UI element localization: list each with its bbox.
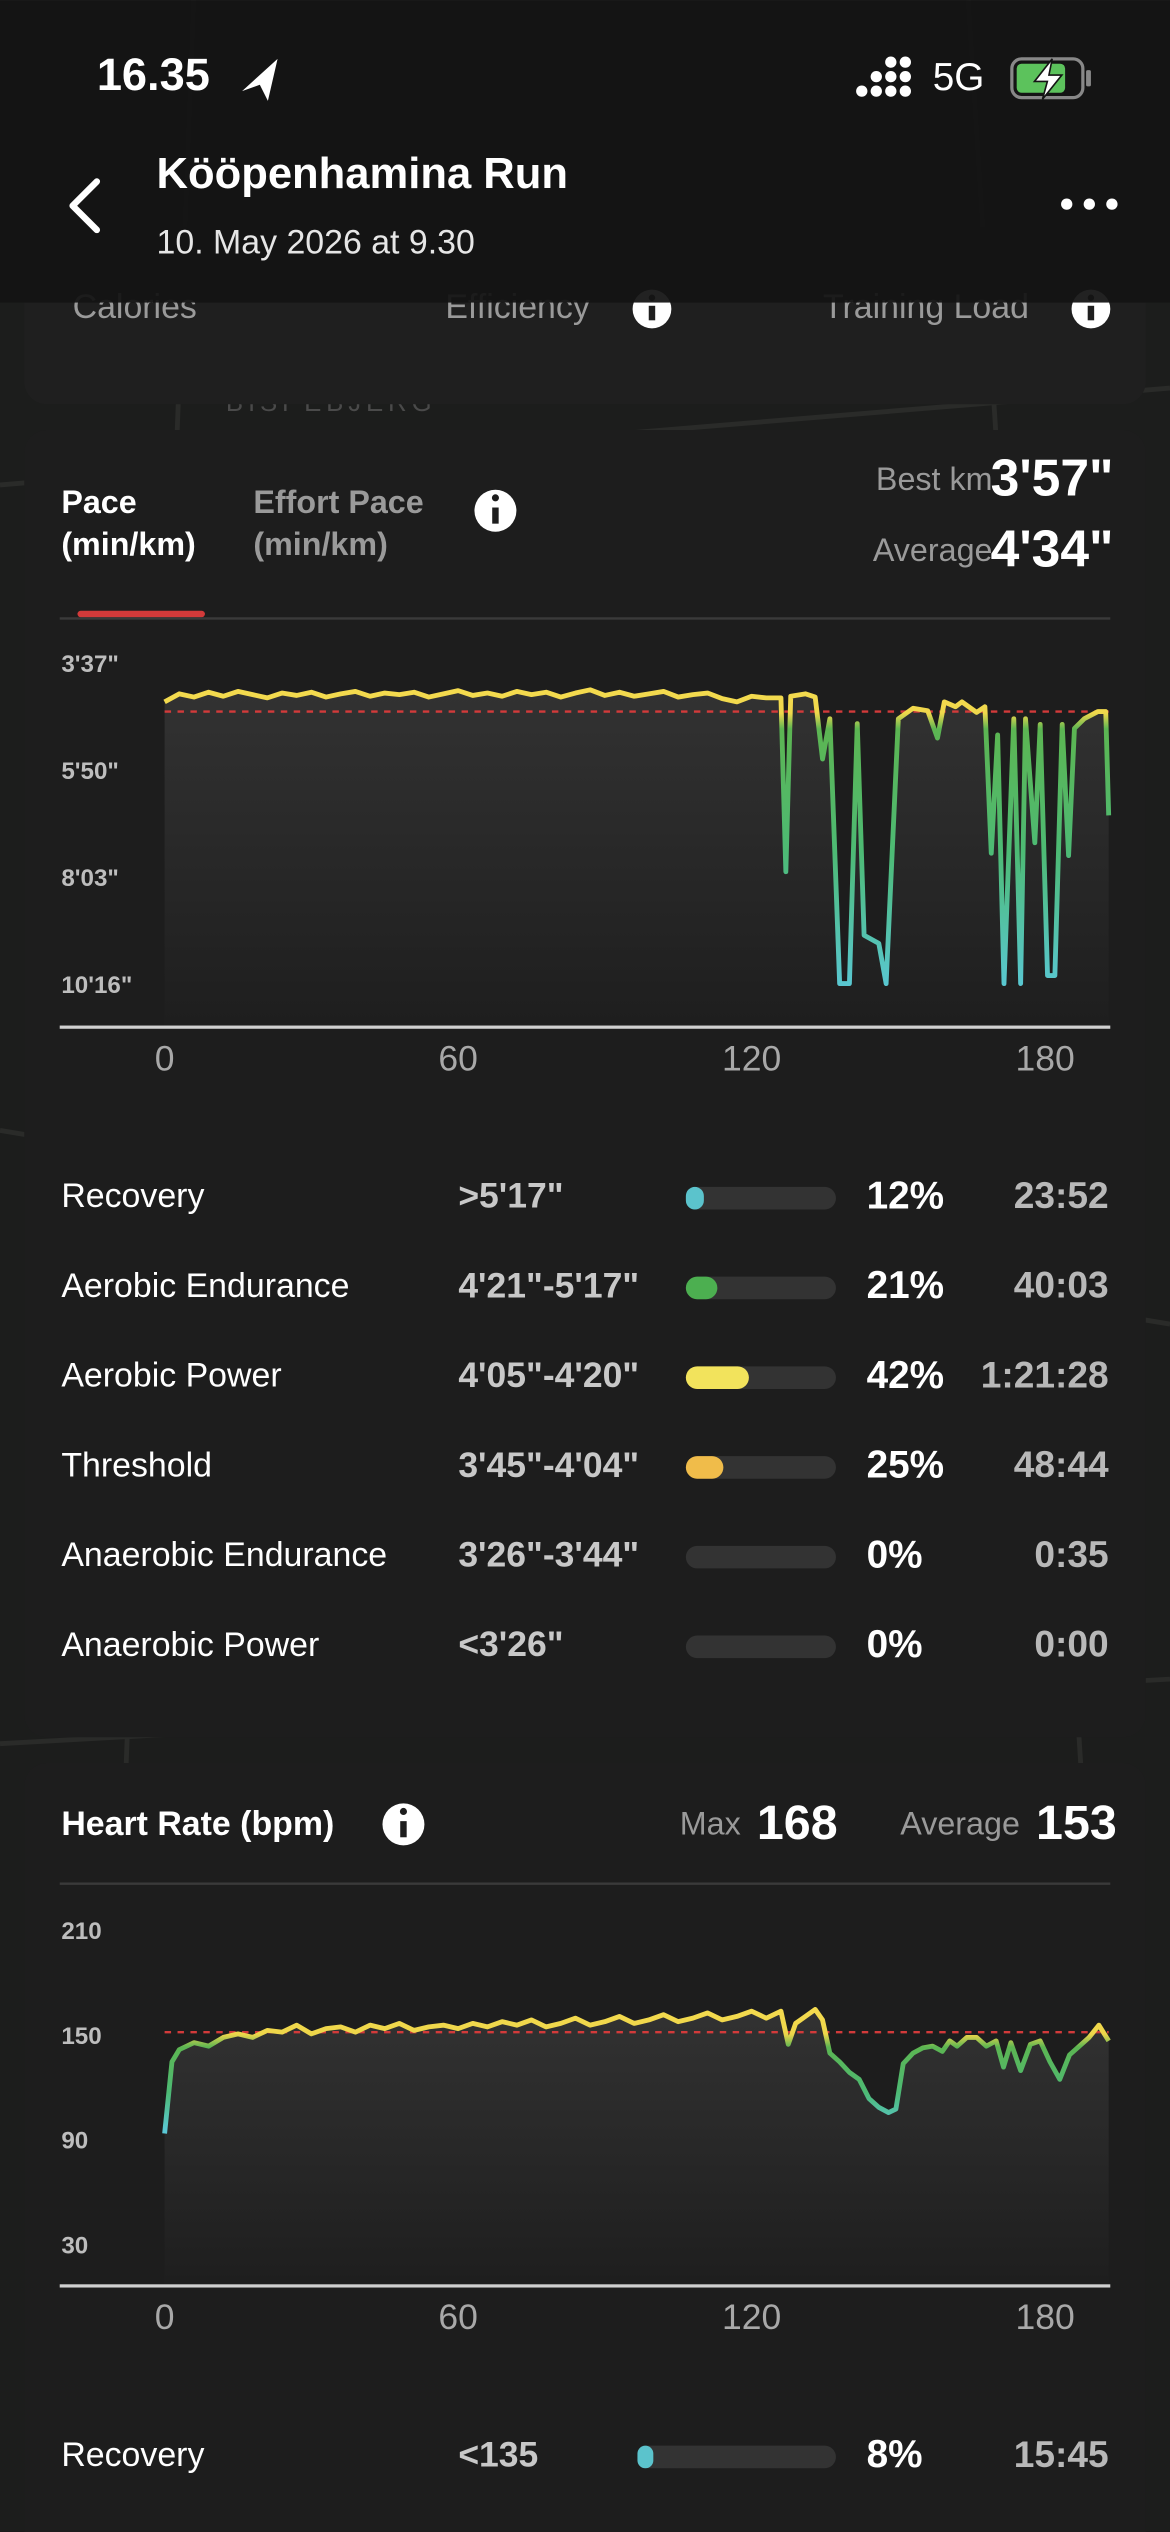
- area-fill: [164, 2009, 1109, 2285]
- zone-bar: [685, 1456, 724, 1479]
- network-label: 5G: [933, 56, 985, 99]
- zone-percent: 21%: [867, 1264, 945, 1307]
- y-tick-label: 30: [61, 2233, 88, 2260]
- stat-label: Average: [900, 1806, 1020, 1842]
- data-line: [162, 2007, 1111, 2134]
- zone-range: 3'26"-3'44": [458, 1535, 639, 1575]
- zone-range: <3'26": [458, 1624, 563, 1664]
- zone-name: Aerobic Power: [61, 1357, 281, 1395]
- divider: [59, 1882, 1111, 1885]
- location-icon: [242, 58, 278, 101]
- zone-track: [685, 1456, 836, 1479]
- zone-time: 1:21:28: [981, 1353, 1109, 1395]
- back-button[interactable]: [69, 178, 101, 234]
- zone-time: 40:03: [1014, 1264, 1109, 1306]
- zone-percent: 42%: [867, 1354, 945, 1397]
- zone-percent: 12%: [867, 1174, 945, 1217]
- zone-name: Recovery: [61, 1177, 204, 1215]
- tab-indicator: [77, 610, 205, 618]
- area-fill: [164, 689, 1109, 1026]
- battery-icon: [1010, 57, 1091, 100]
- zone-range: 4'21"-5'17": [458, 1265, 639, 1305]
- zone-time: 48:44: [1014, 1443, 1109, 1485]
- zone-name: Anaerobic Power: [61, 1626, 319, 1664]
- zone-time: 15:45: [1014, 2433, 1109, 2475]
- signal-icon: [856, 56, 911, 97]
- x-axis: [59, 2284, 1111, 2288]
- zone-percent: 0%: [867, 1623, 923, 1666]
- zone-time: 0:00: [1034, 1623, 1108, 1665]
- zone-track: [685, 1276, 836, 1300]
- x-tick-label: 120: [722, 1038, 781, 1078]
- x-tick-label: 180: [1015, 2297, 1074, 2337]
- data-line: [163, 687, 1112, 987]
- tab-label[interactable]: (min/km): [61, 526, 195, 562]
- x-tick-label: 0: [155, 2297, 175, 2337]
- zone-name: Aerobic Endurance: [61, 1267, 349, 1305]
- y-tick-label: 90: [61, 2128, 88, 2155]
- stat-value: 168: [757, 1796, 838, 1850]
- zone-bar: [685, 1276, 718, 1300]
- stat-label: Max: [680, 1806, 741, 1842]
- more-button[interactable]: [1061, 198, 1118, 210]
- info-icon[interactable]: [382, 1803, 425, 1846]
- x-tick-label: 0: [155, 1038, 175, 1078]
- zone-bar: [637, 2445, 654, 2469]
- activity-title: Kööpenhamina Run: [157, 150, 568, 198]
- x-tick-label: 180: [1015, 1038, 1074, 1078]
- stat-value: 4'34": [991, 519, 1114, 577]
- activity-subtitle: 10. May 2026 at 9.30: [157, 223, 475, 261]
- y-tick-label: 5'50": [61, 758, 119, 785]
- zone-time: 0:35: [1034, 1533, 1108, 1575]
- zone-percent: 8%: [867, 2433, 923, 2476]
- x-axis: [59, 1025, 1111, 1029]
- y-tick-label: 150: [61, 2023, 101, 2050]
- stat-value: 3'57": [991, 448, 1114, 506]
- x-tick-label: 60: [438, 2297, 478, 2337]
- y-tick-label: 3'37": [61, 651, 119, 678]
- y-tick-label: 10'16": [61, 972, 132, 999]
- zone-time: 23:52: [1014, 1174, 1109, 1216]
- zone-track: [637, 2445, 836, 2469]
- stat-label: Average: [873, 532, 993, 568]
- zone-track: [685, 1635, 836, 1659]
- zone-range: 4'05"-4'20": [458, 1355, 639, 1395]
- y-tick-label: 210: [61, 1918, 101, 1945]
- status-time: 16.35: [97, 49, 210, 100]
- zone-track: [685, 1186, 836, 1210]
- stat-label: Best km: [876, 461, 993, 497]
- tab-label[interactable]: (min/km): [253, 526, 387, 562]
- zone-range: >5'17": [458, 1176, 563, 1216]
- y-tick-label: 8'03": [61, 865, 119, 892]
- zone-name: Recovery: [61, 2436, 204, 2474]
- tab-label[interactable]: Pace: [61, 484, 136, 520]
- stat-value: 153: [1036, 1796, 1117, 1850]
- info-icon[interactable]: [474, 489, 517, 532]
- zone-name: Threshold: [61, 1446, 212, 1484]
- zone-bar: [685, 1366, 749, 1389]
- x-tick-label: 120: [722, 2297, 781, 2337]
- zone-bar: [685, 1186, 704, 1210]
- zone-track: [685, 1545, 836, 1569]
- nav-header: [0, 0, 1170, 303]
- card-title: Heart Rate (bpm): [61, 1805, 334, 1843]
- zone-range: <135: [458, 2434, 538, 2474]
- zone-range: 3'45"-4'04": [458, 1445, 639, 1485]
- zone-percent: 25%: [867, 1444, 945, 1487]
- tab-label[interactable]: Effort Pace: [253, 484, 423, 520]
- divider: [59, 617, 1111, 620]
- zone-name: Anaerobic Endurance: [61, 1536, 387, 1574]
- x-tick-label: 60: [438, 1038, 478, 1078]
- zone-percent: 0%: [867, 1533, 923, 1576]
